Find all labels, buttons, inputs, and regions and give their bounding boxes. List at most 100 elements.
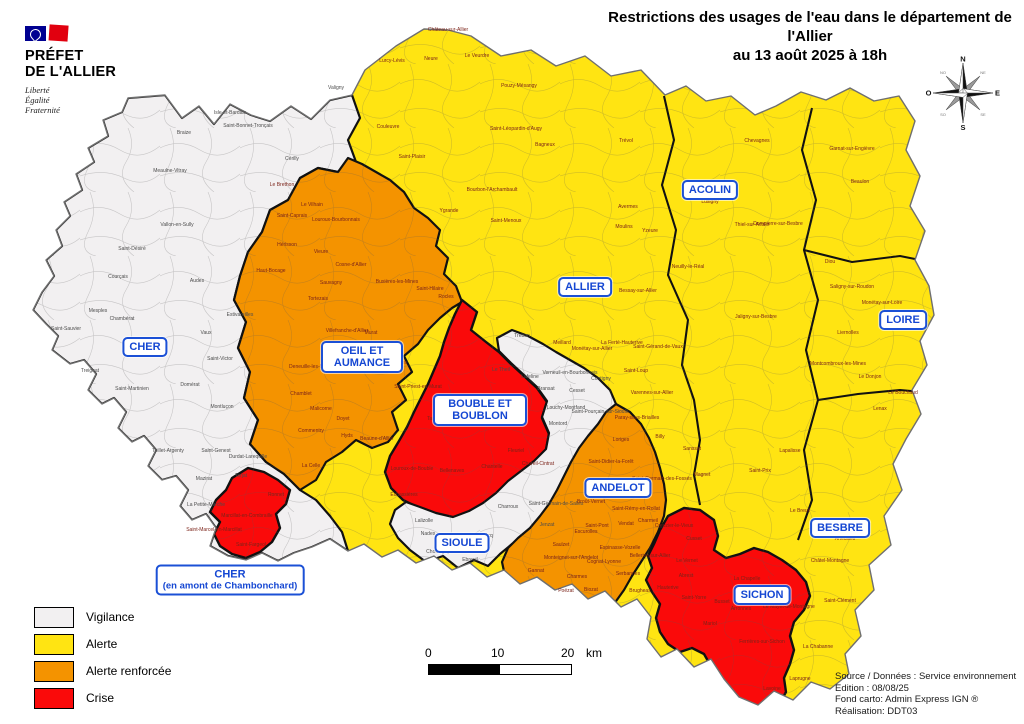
- commune-label: Bagneux: [535, 142, 555, 148]
- zone-label-bouble-et-boublon: BOUBLE ET BOUBLON: [433, 394, 527, 426]
- commune-label: Braize: [177, 130, 191, 136]
- zone-label-text: LOIRE: [886, 314, 920, 326]
- map-title-line1: Restrictions des usages de l'eau dans le…: [608, 9, 1012, 45]
- commune-label: Fleuriel: [508, 448, 524, 454]
- commune-label: Lavoine: [763, 686, 781, 692]
- commune-label: Chambérat: [110, 316, 135, 322]
- legend-label: Alerte: [86, 637, 118, 651]
- commune-label: Dompierre-sur-Besbre: [753, 221, 803, 227]
- commune-label: Cesset: [569, 388, 585, 394]
- commune-label: Bransat: [537, 386, 555, 392]
- commune-label: Montord: [549, 421, 568, 427]
- legend-swatch: [34, 606, 74, 628]
- compass-northeast-label: NE: [980, 70, 986, 75]
- commune-label: Saint-Prix: [749, 468, 771, 474]
- commune-label: Bellerive-sur-Allier: [630, 553, 671, 559]
- commune-label: Busset: [714, 599, 730, 605]
- commune-label: Saint-Pont: [585, 523, 609, 529]
- legend: Vigilance Alerte Alerte renforcée Crise: [34, 606, 171, 714]
- commune-labels-layer: Château-sur-Allier Lurcy-Lévis Neure Le Veu…: [51, 27, 918, 692]
- commune-label: Treban: [514, 333, 530, 339]
- commune-label: Hauterive: [657, 585, 679, 591]
- commune-label: La Celle: [302, 463, 321, 469]
- legend-label: Alerte renforcée: [86, 664, 172, 678]
- scale-bar: 0 10 20 km: [425, 646, 628, 675]
- commune-label: Saint-Fargeol: [236, 542, 266, 548]
- commune-label: Hyds: [341, 433, 353, 439]
- commune-label: Château-sur-Allier: [428, 27, 469, 33]
- commune-label: Diou: [825, 259, 836, 265]
- zone-label-loire: LOIRE: [879, 310, 927, 330]
- commune-label: Gannat: [528, 568, 545, 574]
- commune-label: Rocles: [438, 294, 454, 300]
- commune-label: Saint-Clément: [824, 598, 856, 604]
- commune-label: Deneuille-les-Mines: [289, 364, 333, 370]
- compass-east-label: E: [995, 89, 1000, 98]
- scale-unit: km: [586, 646, 602, 660]
- commune-label: Bourbon-l'Archambault: [467, 187, 518, 193]
- legend-label: Vigilance: [86, 610, 135, 624]
- commune-label: Trévol: [619, 138, 633, 144]
- commune-label: Saint-Martinien: [115, 386, 149, 392]
- compass-southeast-label: SE: [980, 112, 986, 117]
- zone-label-text: SICHON: [740, 589, 784, 601]
- zone-label-oeil-et-aumance: OEIL ET AUMANCE: [321, 341, 403, 373]
- commune-label: Saint-Didier-la-Forêt: [588, 459, 634, 465]
- motto-egalite: Égalité: [25, 95, 50, 105]
- commune-label: Beaulon: [851, 179, 870, 185]
- commune-label: Monteignet-sur-l'Andelot: [544, 555, 599, 561]
- commune-label: Charmes: [567, 574, 588, 580]
- zone-label-text: OEIL ET AUMANCE: [333, 345, 391, 369]
- commune-label: Laprugne: [789, 676, 810, 682]
- legend-swatch: [34, 633, 74, 655]
- zone-label-cher: CHER: [122, 337, 168, 357]
- commune-label: Le Mayet-de-Montagne: [763, 604, 815, 610]
- commune-label: Arronnes: [731, 606, 752, 612]
- commune-label: Estivareilles: [227, 312, 254, 318]
- commune-label: Commentry: [298, 428, 324, 434]
- commune-label: Monétay-sur-Loire: [862, 300, 903, 306]
- commune-label: Neure: [424, 56, 438, 62]
- commune-label: Montluçon: [210, 404, 233, 410]
- commune-label: Valigny: [328, 85, 345, 91]
- commune-label: Saint-Sauvier: [51, 326, 81, 332]
- zone-label-text: BOUBLE ET BOUBLON: [448, 398, 512, 422]
- zone-label-text: ACOLIN: [688, 184, 732, 196]
- commune-label: La Ferté-Hauterive: [601, 340, 643, 346]
- commune-label: Bellenaves: [440, 468, 465, 474]
- commune-label: Varennes-sur-Allier: [631, 390, 674, 396]
- compass-southwest-label: SO: [940, 112, 946, 117]
- commune-label: Biozat: [584, 587, 599, 593]
- zone-label-text: ANDELOT: [591, 482, 645, 494]
- commune-label: Neuilly-le-Réal: [672, 264, 705, 270]
- commune-label: Cognat-Lyonne: [587, 559, 621, 565]
- commune-label: Marcillat-en-Combraille: [221, 513, 273, 519]
- commune-label: Thiel-sur-Acolin: [735, 222, 770, 228]
- commune-label: Lalizolle: [415, 518, 433, 524]
- commune-label: Lusigny: [701, 199, 719, 205]
- commune-label: Mariol: [703, 621, 717, 627]
- commune-label: Chamblet: [290, 391, 312, 397]
- commune-label: Lafeline: [521, 374, 539, 380]
- commune-label: Charroux: [498, 504, 519, 510]
- zone-label-sioule: SIOULE: [434, 533, 490, 553]
- commune-label: Loriges: [613, 437, 630, 443]
- commune-label: Couleuvre: [377, 124, 400, 130]
- commune-label: Le Vilhain: [301, 202, 323, 208]
- commune-label: Domérat: [180, 382, 200, 388]
- legend-row: Alerte renforcée: [34, 660, 171, 682]
- commune-label: Chantelle: [481, 464, 502, 470]
- commune-label: Tortezais: [308, 296, 329, 302]
- french-flag-icon: [25, 24, 116, 44]
- commune-label: Yzeure: [642, 228, 658, 234]
- compass-west-label: O: [926, 89, 932, 98]
- commune-label: Treignat: [81, 368, 100, 374]
- commune-label: Saulzet: [553, 542, 570, 548]
- commune-label: Pouzy-Mésangy: [501, 83, 537, 89]
- credits-block: Source / Données : Service environnement…: [835, 671, 1016, 717]
- zone-label-sichon: SICHON: [733, 585, 791, 605]
- commune-label: Saint-Plaisir: [399, 154, 426, 160]
- zone-label-acolin: ACOLIN: [681, 180, 739, 200]
- commune-label: Buxières-les-Mines: [376, 279, 419, 285]
